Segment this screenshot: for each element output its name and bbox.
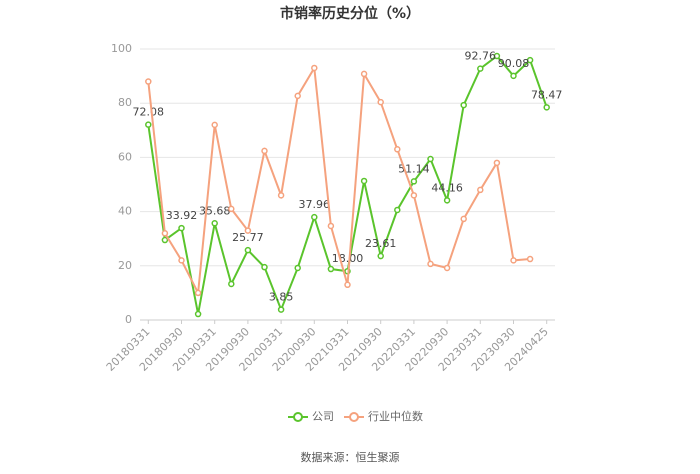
y-tick-label: 40 — [118, 205, 132, 218]
point — [526, 255, 534, 263]
point — [394, 146, 401, 153]
chart-title: 市销率历史分位（%） — [280, 5, 420, 22]
data-label: 35.68 — [199, 204, 231, 217]
point — [244, 227, 252, 234]
data-label: 18.00 — [332, 252, 364, 265]
point — [261, 147, 268, 155]
point — [161, 230, 169, 237]
y-tick-label: 20 — [118, 259, 132, 272]
point — [294, 264, 301, 272]
y-tick-label: 80 — [118, 96, 132, 109]
point — [394, 206, 401, 214]
point — [344, 281, 351, 289]
point — [460, 215, 467, 223]
data-label: 44.16 — [431, 181, 463, 194]
data-label: 90.08 — [498, 57, 530, 70]
point — [244, 246, 252, 254]
data-label: 25.77 — [232, 231, 264, 244]
point — [178, 224, 185, 232]
point — [211, 220, 218, 227]
data-label: 72.08 — [133, 106, 165, 119]
source: 数据来源：恒生聚源 — [301, 450, 400, 464]
point — [211, 121, 218, 129]
point — [228, 205, 235, 213]
data-label: 3.85 — [269, 291, 294, 304]
point — [178, 257, 185, 264]
point — [543, 104, 550, 111]
point — [443, 264, 451, 272]
point — [477, 65, 484, 72]
point — [460, 101, 467, 109]
point — [510, 257, 517, 264]
legend-label: 行业中位数 — [368, 409, 423, 423]
point — [510, 72, 517, 80]
y-tick-label: 100 — [111, 42, 132, 55]
legend-marker — [349, 412, 359, 422]
point — [327, 222, 335, 230]
point — [161, 236, 169, 244]
point — [294, 92, 301, 100]
point — [360, 177, 368, 185]
point — [228, 280, 235, 288]
point — [327, 265, 335, 273]
point — [277, 306, 285, 313]
point — [145, 121, 152, 128]
legend-marker — [293, 412, 303, 422]
series-line — [147, 64, 531, 297]
data-label: 92.76 — [465, 50, 497, 63]
point — [377, 98, 384, 106]
point — [493, 52, 501, 60]
point — [443, 197, 451, 204]
y-tick-label: 0 — [125, 313, 132, 326]
point — [194, 310, 202, 318]
data-label: 33.92 — [166, 209, 198, 222]
y-tick-label: 60 — [118, 150, 132, 163]
point — [311, 213, 318, 221]
data-label: 23.61 — [365, 237, 397, 250]
point — [194, 289, 202, 297]
point — [526, 56, 534, 64]
point — [311, 64, 318, 72]
point — [410, 192, 418, 199]
point — [493, 159, 501, 167]
data-label: 78.47 — [531, 88, 563, 101]
point — [377, 252, 384, 260]
point — [410, 178, 418, 185]
point — [145, 78, 152, 85]
point — [277, 192, 285, 199]
point — [261, 263, 268, 271]
point — [360, 70, 368, 78]
legend-label: 公司 — [312, 410, 334, 423]
point — [427, 260, 434, 268]
point — [477, 186, 484, 194]
point — [427, 155, 434, 163]
data-label: 37.96 — [299, 198, 331, 211]
